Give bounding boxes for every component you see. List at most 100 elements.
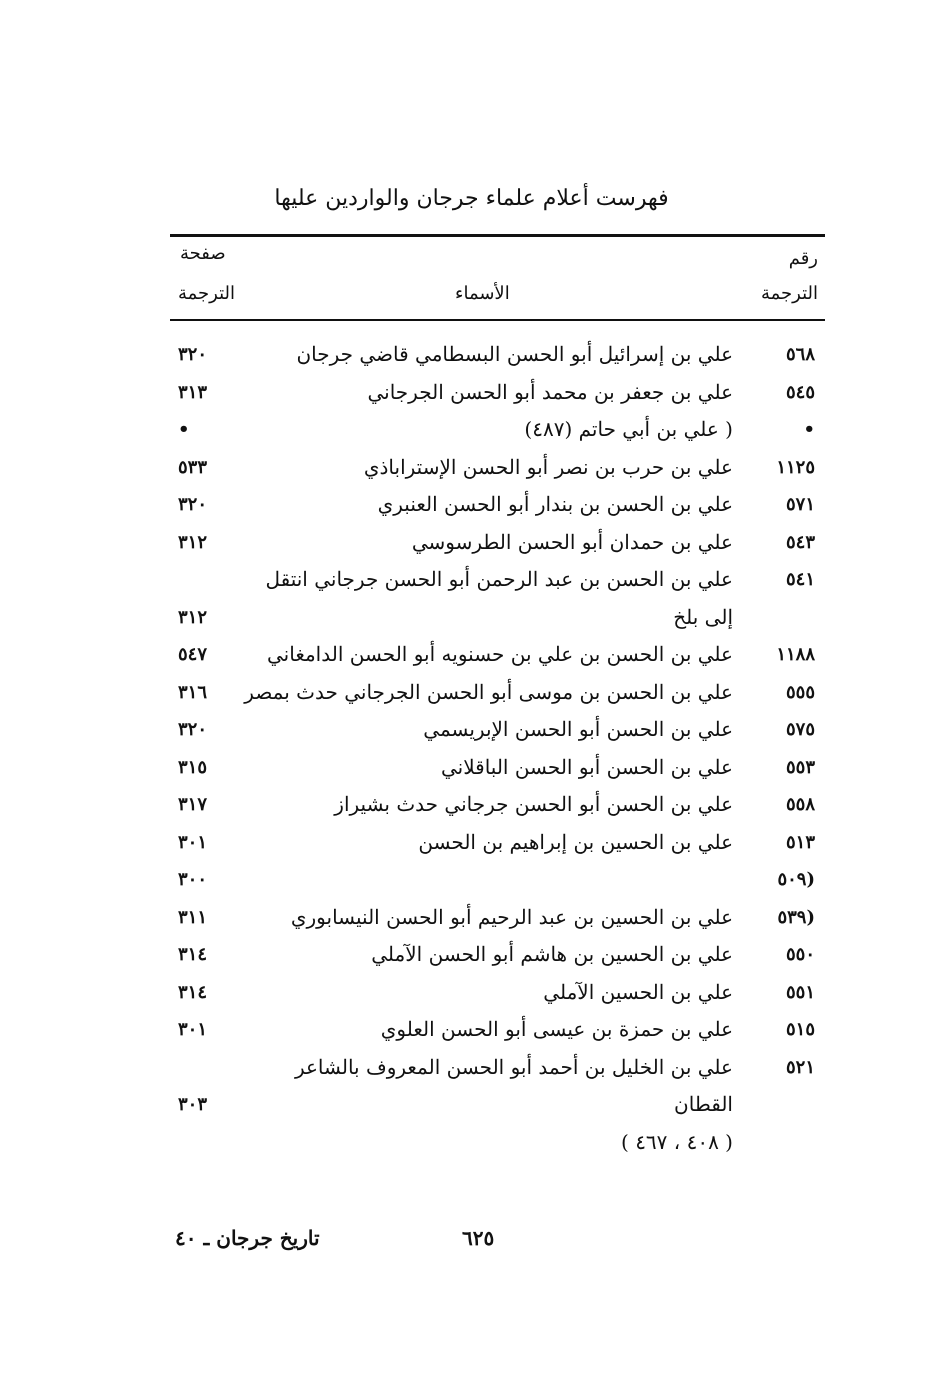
entry-page: ٥٤٧ [178,644,208,665]
entry-name: علي بن الحسن بن بندار أبو الحسن العنبري [377,492,733,516]
entry-number: ٥٥١ [785,981,815,1003]
entry-name: ( علي بن أبي حاتم (٤٨٧) [524,417,733,441]
index-entry: ٥١٥ علي بن حمزة بن عيسى أبو الحسن العلوي ٣… [0,1011,943,1049]
entry-line: ٥٢١ علي بن الخليل بن أحمد أبو الحسن المعر… [0,1049,943,1087]
entry-name: إلى بلخ [673,604,733,629]
index-entry: ٥٥٠ علي بن الحسين بن هاشم أبو الحسن الآمل… [0,936,943,974]
entry-line: ١١٢٥ علي بن حرب بن نصر أبو الحسن الإستراب… [0,449,943,487]
index-entry: ٥٦٨ علي بن إسرائيل أبو الحسن البسطامي قاض… [0,336,943,374]
index-entry: ٥٥٥ علي بن الحسن بن موسى أبو الحسن الجرجا… [0,674,943,712]
footer-page-number: ٦٢٥ [462,1226,495,1250]
index-list: ٥٦٨ علي بن إسرائيل أبو الحسن البسطامي قاض… [0,336,943,1161]
entry-line: القطان ٣٠٣ [0,1086,943,1124]
index-entry: (٥٣٩ علي بن الحسين بن عبد الرحيم أبو الحس… [0,899,943,937]
entry-page: ٣٢٠ [178,494,208,515]
header-page-line2: الترجمة [178,283,236,304]
header-names: الأسماء [455,283,510,304]
entry-number: (٥٠٩ [777,869,815,890]
entry-number: ٥٥٣ [785,756,815,778]
entry-name: علي بن الحسن أبو الحسن جرجاني حدث بشيراز [334,792,733,816]
entry-name: علي بن الحسين بن عبد الرحيم أبو الحسن ال… [290,904,733,929]
header-num-line1: رقم [788,248,818,269]
entry-line: ٥٥٥ علي بن الحسن بن موسى أبو الحسن الجرجا… [0,674,943,712]
entry-name: علي بن حمزة بن عيسى أبو الحسن العلوي [380,1017,733,1041]
entry-page: ٣١٣ [178,381,208,403]
entry-page: ٣١٤ [178,944,208,965]
entry-number: ٥١٥ [785,1019,815,1040]
entry-line: ٥٤٣ علي بن حمدان أبو الحسن الطرسوسي ٣١٢ [0,524,943,562]
entry-number: ٥٧٥ [785,719,815,740]
entry-name: علي بن الحسن أبو الحسن الإبريسمي [423,717,733,741]
entry-page: ٣١٢ [178,606,208,628]
entry-line: إلى بلخ ٣١٢ [0,599,943,637]
index-entry: ٥٢١ علي بن الخليل بن أحمد أبو الحسن المعر… [0,1049,943,1124]
entry-number: ٥٤١ [785,569,815,590]
entry-name: علي بن إسرائيل أبو الحسن البسطامي قاضي ج… [296,342,733,366]
entry-line: ٥١٣ علي بن الحسين بن إبراهيم بن الحسن ٣٠١ [0,824,943,862]
entry-name: علي بن الحسن بن علي بن حسنويه أبو الحسن … [266,642,733,666]
entry-line: ٥٧٥ علي بن الحسن أبو الحسن الإبريسمي ٣٢٠ [0,711,943,749]
entry-line: ٥٥١ علي بن الحسين الآملي ٣١٤ [0,974,943,1012]
index-entry: ٥٧١ علي بن الحسن بن بندار أبو الحسن العنب… [0,486,943,524]
entry-line: ٥٧١ علي بن الحسن بن بندار أبو الحسن العنب… [0,486,943,524]
entry-number: ١١٨٨ [776,644,815,665]
index-entry: ٥٥٨ علي بن الحسن أبو الحسن جرجاني حدث بشي… [0,786,943,824]
entry-line: ٥٥٠ علي بن الحسين بن هاشم أبو الحسن الآمل… [0,936,943,974]
entry-line: ٥٤٥ علي بن جعفر بن محمد أبو الحسن الجرجان… [0,374,943,412]
entry-line: (٥٣٩ علي بن الحسين بن عبد الرحيم أبو الحس… [0,899,943,937]
entry-line: • ( علي بن أبي حاتم (٤٨٧) • [0,411,943,449]
entry-page: ٥٣٣ [178,456,208,478]
entry-page: ٣١٤ [178,981,208,1003]
entry-number: ٥٤٣ [785,531,815,553]
index-entry: ٥١٣ علي بن الحسين بن إبراهيم بن الحسن ٣٠١ [0,824,943,862]
index-entry: ٥٤٣ علي بن حمدان أبو الحسن الطرسوسي ٣١٢ [0,524,943,562]
entry-page: ٣٠١ [178,831,208,853]
entry-number: ٥٢١ [785,1056,815,1078]
entry-name: علي بن الحسن أبو الحسن الباقلاني [440,754,733,779]
entry-name: علي بن الحسين بن إبراهيم بن الحسن [418,829,733,854]
index-entry: ٥٤٥ علي بن جعفر بن محمد أبو الحسن الجرجان… [0,374,943,412]
entry-line: ( ٤٠٨ ، ٤٦٧ ) [0,1124,943,1162]
entry-page: ٣١٧ [178,794,208,815]
entry-line: ٥٤١ علي بن الحسن بن عبد الرحمن أبو الحسن … [0,561,943,599]
entry-number: ٥٥٨ [785,794,815,815]
entry-page: ٣٢٠ [178,719,208,740]
index-entry: ٥٧٥ علي بن الحسن أبو الحسن الإبريسمي ٣٢٠ [0,711,943,749]
entry-line: ٥١٥ علي بن حمزة بن عيسى أبو الحسن العلوي ٣… [0,1011,943,1049]
index-entry: ١١٨٨ علي بن الحسن بن علي بن حسنويه أبو ال… [0,636,943,674]
entry-page: ٣٢٠ [178,344,208,365]
entry-page: ٣٠٠ [178,869,208,890]
entry-name: علي بن الحسن بن عبد الرحمن أبو الحسن جرج… [265,567,733,591]
entry-number: ٥٦٨ [785,344,815,365]
index-entry: ٥٥٣ علي بن الحسن أبو الحسن الباقلاني ٣١٥ [0,749,943,787]
entry-page: ٣١٦ [178,681,208,703]
index-entry: • ( علي بن أبي حاتم (٤٨٧) • [0,411,943,449]
entry-name: القطان [674,1092,733,1116]
entry-line: (٥٠٩ ٣٠٠ [0,861,943,899]
index-entry: ٥٥١ علي بن الحسين الآملي ٣١٤ [0,974,943,1012]
entry-name: علي بن حرب بن نصر أبو الحسن الإستراباذي [363,454,733,479]
entry-page: ٣١٢ [178,531,208,553]
index-entry: ١١٢٥ علي بن حرب بن نصر أبو الحسن الإستراب… [0,449,943,487]
entry-name: علي بن الخليل بن أحمد أبو الحسن المعروف … [294,1054,733,1079]
entry-number: ٥٧١ [785,494,815,515]
header-bottom-rule [170,319,825,321]
entry-number: ٥٥٥ [785,681,815,703]
entry-line: ٥٦٨ علي بن إسرائيل أبو الحسن البسطامي قاض… [0,336,943,374]
entry-number: ١١٢٥ [776,456,815,478]
entry-name: علي بن الحسين بن هاشم أبو الحسن الآملي [371,942,733,966]
entry-page: ٣١١ [178,906,208,928]
entry-name: علي بن حمدان أبو الحسن الطرسوسي [411,529,733,554]
entry-number: ٥٤٥ [785,381,815,403]
index-entry: ( ٤٠٨ ، ٤٦٧ ) [0,1124,943,1162]
entry-name: علي بن الحسن بن موسى أبو الحسن الجرجاني … [244,679,733,704]
index-entry: ٥٤١ علي بن الحسن بن عبد الرحمن أبو الحسن … [0,561,943,636]
entry-number: ٥١٣ [785,831,815,853]
page-title: فهرست أعلام علماء جرجان والواردين عليها [274,186,669,211]
entry-line: ١١٨٨ علي بن الحسن بن علي بن حسنويه أبو ال… [0,636,943,674]
entry-page: ٣٠٣ [178,1094,208,1115]
entry-number: ٥٥٠ [785,944,815,965]
header-num-line2: الترجمة [760,283,818,304]
entry-page: ٣٠١ [178,1019,208,1040]
entry-name: علي بن الحسين الآملي [543,979,733,1004]
